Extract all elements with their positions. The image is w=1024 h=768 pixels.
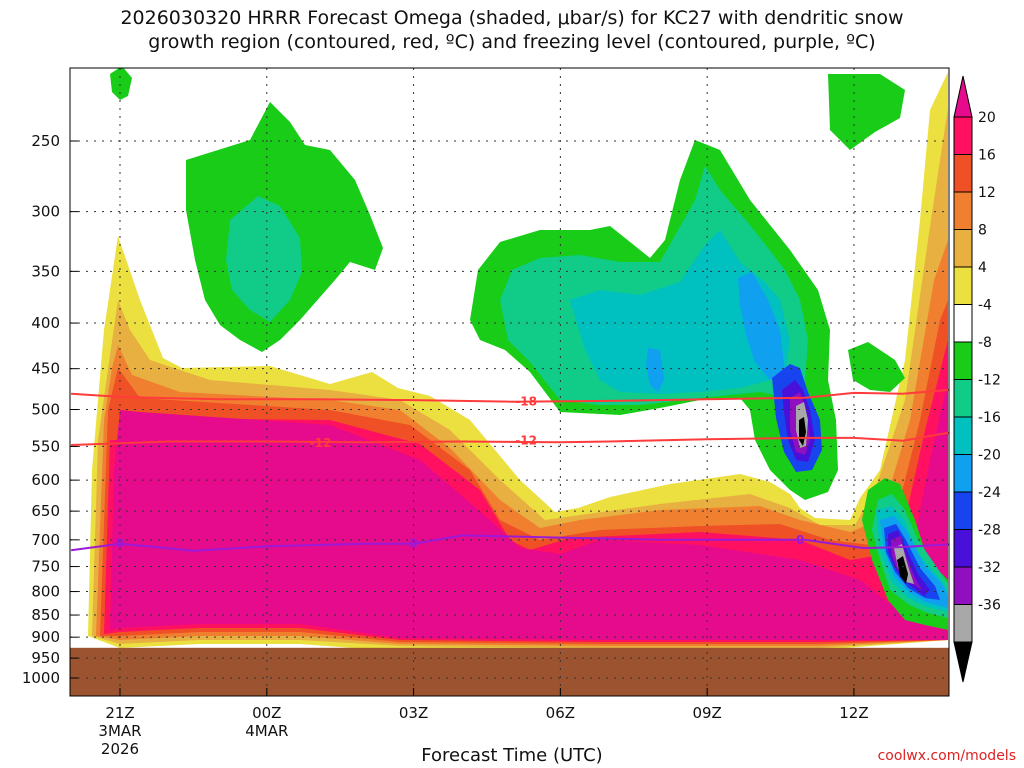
colorbar: 20 16 12 8 4 -4 -8 -12 -16 -20 -24 -28 -32 -36 — [953, 75, 1001, 683]
x-tick-sublabel: 2026 — [101, 740, 139, 758]
contour-label-0: 0 — [116, 537, 124, 551]
contour-label-0: 0 — [796, 533, 804, 547]
y-tick-label-400: 400 — [31, 314, 60, 332]
x-tick-label-12Z: 12Z — [839, 704, 868, 722]
colorbar-swatch — [953, 454, 973, 493]
y-tick-label-600: 600 — [31, 471, 60, 489]
grid-lines — [70, 68, 949, 696]
y-tick-label-1000: 1000 — [22, 669, 60, 687]
colorbar-label: 16 — [978, 148, 996, 164]
colorbar-label: 12 — [978, 185, 996, 201]
plot-frame — [69, 67, 950, 697]
colorbar-label: 20 — [978, 110, 996, 126]
contour--18 — [71, 388, 949, 403]
colorbar-swatch — [953, 604, 973, 643]
colorbar-swatch — [953, 116, 973, 155]
y-tick-label-450: 450 — [31, 360, 60, 378]
omega-region-n4 — [110, 68, 132, 100]
chart-title-line2: growth region (contoured, red, ºC) and f… — [148, 31, 876, 53]
y-tick-label-850: 850 — [31, 606, 60, 624]
colorbar-label: -20 — [978, 448, 1001, 464]
x-axis-label: Forecast Time (UTC) — [421, 745, 603, 766]
x-tick-label-09Z: 09Z — [692, 704, 721, 722]
colorbar-top-arrow — [953, 75, 973, 118]
colorbar-label: -32 — [978, 560, 1001, 576]
contour-lines: -18 -12 -12 0 0 0 — [70, 388, 949, 552]
contour-0 — [70, 534, 949, 552]
x-tick-sublabel: 3MAR — [98, 722, 141, 740]
colorbar-swatch — [953, 154, 973, 193]
contour--12 — [71, 431, 949, 446]
colorbar-swatch — [953, 266, 973, 305]
y-tick-label-950: 950 — [31, 649, 60, 667]
omega-region-n8 — [226, 196, 302, 322]
x-tick-label-06Z: 06Z — [546, 704, 575, 722]
omega-region-pos20 — [110, 380, 948, 640]
ground-below-surface — [70, 647, 949, 696]
colorbar-swatch — [953, 229, 973, 268]
x-tick-sublabel: 4MAR — [245, 722, 288, 740]
x-tick-label-21Z: 21Z — [105, 704, 134, 722]
colorbar-swatch — [953, 379, 973, 418]
colorbar-label: -16 — [978, 410, 1001, 426]
credit-text: coolwx.com/models — [877, 748, 1016, 764]
omega-region-n16 — [738, 272, 785, 380]
pressure-axis: 250 300 350 400 450 500 550 600 650 700 750 800 850 9… — [22, 132, 78, 687]
omega-region-n4 — [848, 342, 905, 392]
x-tick-label-03Z: 03Z — [399, 704, 428, 722]
y-tick-label-550: 550 — [31, 437, 60, 455]
x-tick-label-00Z: 00Z — [252, 704, 281, 722]
colorbar-swatch — [953, 341, 973, 380]
colorbar-label: 4 — [978, 260, 987, 276]
colorbar-swatch — [953, 416, 973, 455]
colorbar-label: -24 — [978, 485, 1001, 501]
chart-title: 2026030320 HRRR Forecast Omega (shaded, … — [0, 6, 1024, 54]
colorbar-label: -8 — [978, 335, 992, 351]
chart-title-line1: 2026030320 HRRR Forecast Omega (shaded, … — [120, 7, 904, 29]
colorbar-label: -28 — [978, 523, 1001, 539]
contour-label-0: 0 — [409, 537, 417, 551]
y-tick-label-750: 750 — [31, 558, 60, 576]
colorbar-swatch — [953, 304, 973, 343]
colorbar-swatch — [953, 191, 973, 230]
colorbar-swatch — [953, 529, 973, 568]
contour-label--12: -12 — [310, 436, 332, 450]
contour-label--12: -12 — [515, 434, 537, 448]
colorbar-swatch — [953, 566, 973, 605]
y-tick-label-500: 500 — [31, 401, 60, 419]
y-tick-label-650: 650 — [31, 502, 60, 520]
colorbar-swatch — [953, 491, 973, 530]
colorbar-bottom-arrow — [953, 641, 973, 683]
omega-region-n36 — [897, 556, 908, 584]
colorbar-label: -36 — [978, 598, 1001, 614]
colorbar-label: 8 — [978, 223, 987, 239]
omega-shading — [88, 68, 948, 652]
y-tick-label-700: 700 — [31, 531, 60, 549]
contour-label--18: -18 — [515, 395, 537, 409]
omega-region-n4 — [828, 74, 905, 150]
omega-region-n16 — [646, 348, 664, 392]
y-tick-label-900: 900 — [31, 628, 60, 646]
y-tick-label-800: 800 — [31, 583, 60, 601]
y-tick-label-300: 300 — [31, 203, 60, 221]
colorbar-label: -12 — [978, 373, 1001, 389]
colorbar-label: -4 — [978, 298, 992, 314]
y-tick-label-250: 250 — [31, 132, 60, 150]
y-tick-label-350: 350 — [31, 262, 60, 280]
